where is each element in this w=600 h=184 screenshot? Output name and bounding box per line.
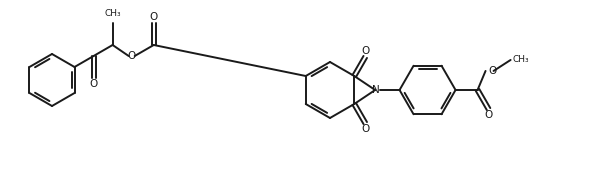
Text: CH₃: CH₃	[104, 9, 121, 18]
Text: O: O	[361, 124, 370, 134]
Text: CH₃: CH₃	[512, 55, 529, 64]
Text: N: N	[372, 85, 380, 95]
Text: O: O	[128, 51, 136, 61]
Text: O: O	[361, 46, 370, 56]
Text: O: O	[149, 12, 158, 22]
Text: O: O	[488, 66, 497, 76]
Text: O: O	[484, 110, 493, 120]
Text: O: O	[89, 79, 98, 89]
